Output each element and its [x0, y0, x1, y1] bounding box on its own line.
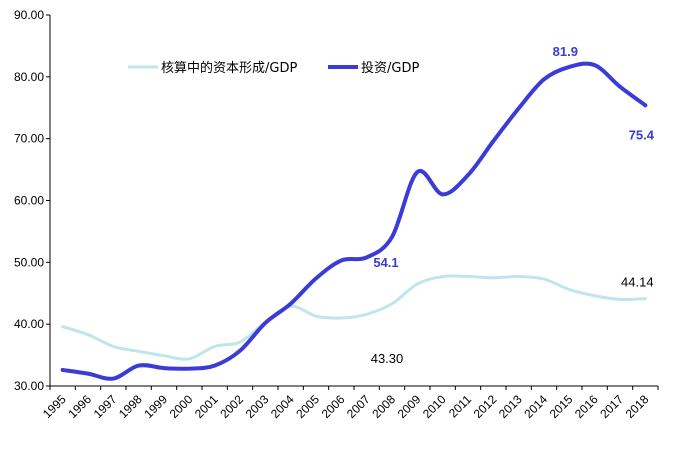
x-tick-label: 2012 — [471, 392, 500, 421]
x-tick-label: 2010 — [420, 392, 449, 421]
x-tick-label: 2017 — [597, 392, 626, 421]
y-tick-label: 90.00 — [14, 8, 44, 22]
x-tick-label: 1998 — [116, 392, 145, 421]
data-label: 44.14 — [621, 275, 654, 290]
data-label: 75.4 — [629, 127, 655, 142]
x-tick-label: 1997 — [91, 392, 120, 421]
y-tick-label: 30.00 — [14, 379, 44, 393]
series-line-capital-formation — [61, 274, 647, 361]
data-annotations: 81.9 54.1 75.4 43.30 44.14 — [371, 44, 655, 366]
axes — [49, 15, 658, 387]
x-tick-label: 2016 — [572, 392, 601, 421]
series-line-investment — [60, 61, 648, 381]
legend-label: 投资/GDP — [361, 60, 419, 76]
x-tick-label: 1995 — [40, 392, 69, 421]
y-tick-label: 40.00 — [14, 317, 44, 331]
x-tick-label: 2013 — [496, 392, 525, 421]
x-tick-label: 2001 — [192, 392, 221, 421]
series-lines — [60, 61, 648, 381]
y-tick-label: 50.00 — [14, 255, 44, 269]
x-tick-label: 1996 — [65, 392, 94, 421]
legend: 核算中的资本形成/GDP 投资/GDP — [128, 60, 419, 76]
x-tick-label: 2003 — [243, 392, 272, 421]
y-tick-label: 60.00 — [14, 194, 44, 208]
y-tick-label: 70.00 — [14, 132, 44, 146]
x-tick-label: 2005 — [293, 392, 322, 421]
y-tick-label: 80.00 — [14, 70, 44, 84]
x-axis-ticks: 1995199619971998199920002001200220032004… — [40, 386, 659, 421]
data-label: 43.30 — [371, 351, 404, 366]
x-tick-label: 2008 — [369, 392, 398, 421]
x-tick-label: 2009 — [395, 392, 424, 421]
legend-label: 核算中的资本形成/GDP — [161, 60, 297, 76]
y-axis-ticks: 30.00 40.00 50.00 60.00 70.00 80.00 90.00 — [14, 8, 50, 393]
x-tick-label: 2015 — [547, 392, 576, 421]
x-tick-label: 2018 — [623, 392, 652, 421]
x-tick-label: 2014 — [521, 392, 550, 421]
x-tick-label: 2000 — [167, 392, 196, 421]
x-tick-label: 1999 — [141, 392, 170, 421]
data-label: 81.9 — [553, 44, 578, 59]
x-tick-label: 2004 — [268, 392, 297, 421]
data-label: 54.1 — [373, 255, 398, 270]
x-tick-label: 2006 — [319, 392, 348, 421]
x-tick-label: 2007 — [344, 392, 373, 421]
x-tick-label: 2002 — [217, 392, 246, 421]
x-tick-label: 2011 — [446, 392, 474, 420]
